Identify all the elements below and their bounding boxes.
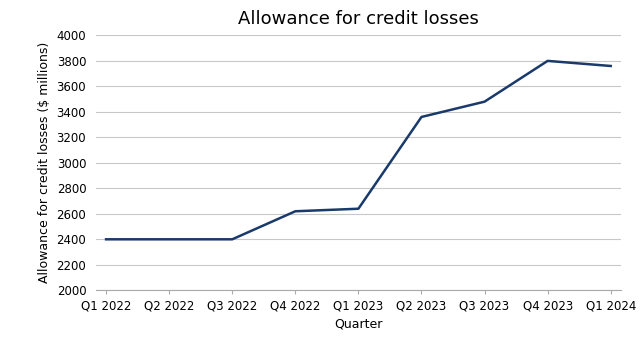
X-axis label: Quarter: Quarter (334, 318, 383, 331)
Title: Allowance for credit losses: Allowance for credit losses (238, 10, 479, 28)
Y-axis label: Allowance for credit losses ($ millions): Allowance for credit losses ($ millions) (38, 42, 51, 284)
